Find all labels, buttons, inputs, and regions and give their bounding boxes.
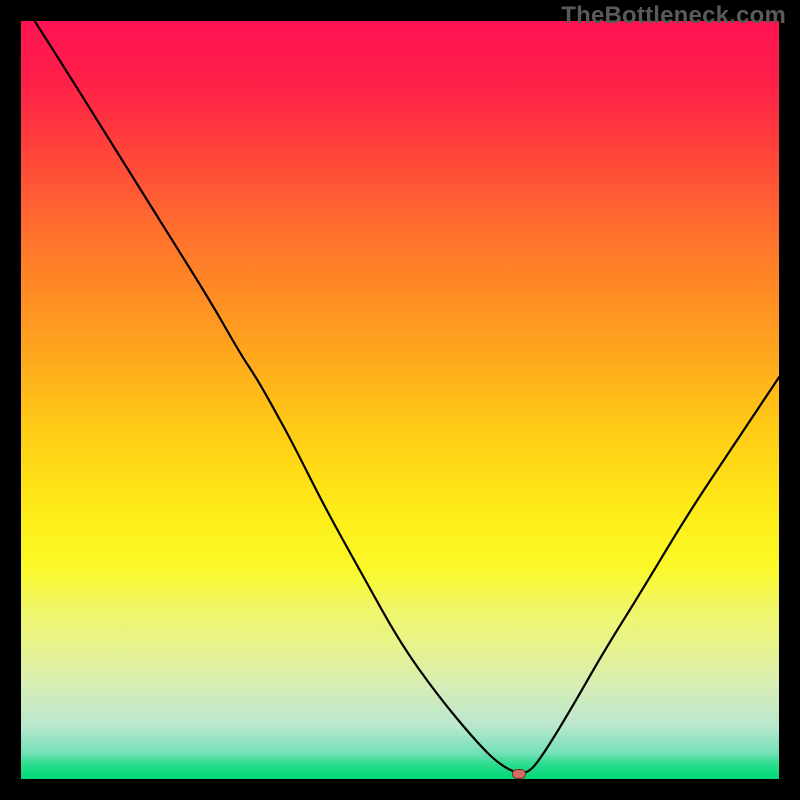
watermark-text: TheBottleneck.com bbox=[561, 2, 786, 30]
chart-stage: TheBottleneck.com bbox=[0, 0, 800, 800]
bottleneck-curve bbox=[21, 21, 779, 779]
plot-area bbox=[21, 21, 779, 779]
optimum-marker bbox=[512, 769, 526, 779]
